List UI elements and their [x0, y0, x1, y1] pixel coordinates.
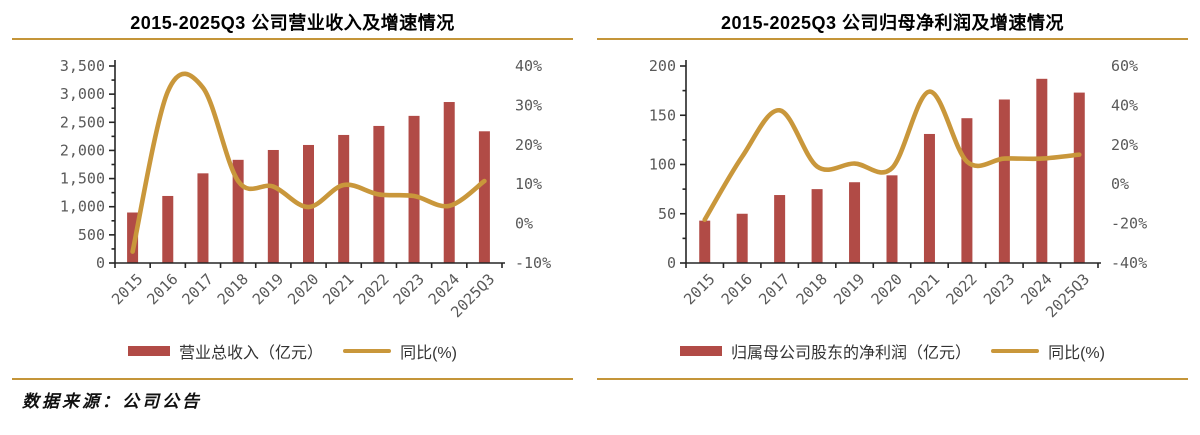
svg-text:2022: 2022 [942, 270, 980, 308]
yoy-growth-line [702, 89, 1082, 222]
svg-text:20%: 20% [1111, 136, 1138, 154]
chart-titles-row: 2015-2025Q3 公司营业收入及增速情况 2015-2025Q3 公司归母… [12, 0, 1188, 40]
legend-label: 同比(%) [400, 345, 457, 362]
svg-text:2018: 2018 [793, 270, 831, 308]
svg-text:100: 100 [649, 156, 676, 174]
footer-divider-left [12, 378, 573, 380]
svg-text:2023: 2023 [390, 270, 428, 308]
svg-text:1,500: 1,500 [60, 170, 105, 188]
svg-text:50: 50 [658, 205, 676, 223]
svg-text:0: 0 [667, 254, 676, 272]
svg-text:10%: 10% [515, 175, 542, 193]
legend-item-yoy: 同比(%) [343, 339, 457, 363]
svg-text:2018: 2018 [214, 270, 252, 308]
svg-text:40%: 40% [1111, 96, 1138, 114]
revenue-chart-legend: 营业总收入（亿元） 同比(%) [12, 340, 573, 362]
net-profit-chart-canvas: 0 50 100 150 200 -40% -20% 0% 20% 40% 60% 2015 2016 2… [597, 40, 1188, 330]
svg-text:2021: 2021 [319, 270, 357, 308]
svg-text:60%: 60% [1111, 57, 1138, 75]
svg-text:2,000: 2,000 [60, 141, 105, 159]
svg-text:20%: 20% [515, 136, 542, 154]
svg-text:2021: 2021 [905, 270, 943, 308]
svg-text:2,500: 2,500 [60, 113, 105, 131]
line-series-swatch [343, 348, 392, 354]
legend-item-net-profit: 归属母公司股东的净利润（亿元） [680, 339, 971, 363]
bar-series-swatch [128, 346, 171, 356]
svg-text:2022: 2022 [354, 270, 392, 308]
svg-text:2017: 2017 [755, 270, 793, 308]
svg-text:2019: 2019 [830, 270, 868, 308]
svg-text:1,000: 1,000 [60, 198, 105, 216]
revenue-chart: 0 500 1,000 1,500 2,000 2,500 3,000 3,500 -10% 0%… [12, 40, 573, 362]
legend-item-revenue: 营业总收入（亿元） [128, 339, 323, 363]
svg-text:2015: 2015 [108, 270, 146, 308]
bar-series [699, 78, 1085, 264]
legend-label: 归属母公司股东的净利润（亿元） [731, 345, 972, 362]
bar-series-swatch [680, 346, 723, 356]
svg-text:-10%: -10% [515, 254, 551, 272]
svg-text:3,500: 3,500 [60, 57, 105, 75]
svg-text:2016: 2016 [718, 270, 756, 308]
report-figure-block: 2015-2025Q3 公司营业收入及增速情况 2015-2025Q3 公司归母… [12, 0, 1188, 411]
footer-divider [12, 378, 1188, 380]
svg-text:2019: 2019 [249, 270, 287, 308]
svg-text:0: 0 [96, 254, 105, 272]
line-series-swatch [991, 348, 1040, 354]
svg-text:2020: 2020 [868, 270, 906, 308]
svg-text:-40%: -40% [1111, 254, 1147, 272]
svg-text:0%: 0% [515, 215, 533, 233]
revenue-chart-canvas: 0 500 1,000 1,500 2,000 2,500 3,000 3,500 -10% 0%… [12, 40, 573, 330]
svg-text:30%: 30% [515, 96, 542, 114]
net-profit-chart: 0 50 100 150 200 -40% -20% 0% 20% 40% 60% 2015 2016 2… [597, 40, 1188, 362]
svg-text:500: 500 [78, 226, 105, 244]
svg-text:2016: 2016 [143, 270, 181, 308]
svg-text:2023: 2023 [980, 270, 1018, 308]
svg-text:150: 150 [649, 106, 676, 124]
footer-divider-right [597, 378, 1188, 380]
axes [109, 60, 505, 268]
legend-item-yoy: 同比(%) [991, 339, 1105, 363]
svg-text:2017: 2017 [179, 270, 217, 308]
svg-text:2020: 2020 [284, 270, 322, 308]
net-profit-chart-title: 2015-2025Q3 公司归母净利润及增速情况 [597, 0, 1188, 40]
net-profit-chart-legend: 归属母公司股东的净利润（亿元） 同比(%) [597, 340, 1188, 362]
svg-text:0%: 0% [1111, 175, 1129, 193]
svg-text:-20%: -20% [1111, 215, 1147, 233]
charts-row: 0 500 1,000 1,500 2,000 2,500 3,000 3,500 -10% 0%… [12, 40, 1188, 362]
svg-text:40%: 40% [515, 57, 542, 75]
chart-plot-area: 0 500 1,000 1,500 2,000 2,500 3,000 3,500 -10% 0%… [60, 57, 551, 321]
axes [680, 60, 1101, 268]
svg-text:200: 200 [649, 57, 676, 75]
data-source-note: 数据来源：公司公告 [22, 392, 202, 411]
yoy-growth-line [130, 71, 487, 254]
legend-label: 营业总收入（亿元） [179, 345, 324, 362]
svg-text:3,000: 3,000 [60, 85, 105, 103]
svg-text:2015: 2015 [680, 270, 718, 308]
legend-label: 同比(%) [1048, 345, 1105, 362]
revenue-chart-title: 2015-2025Q3 公司营业收入及增速情况 [12, 0, 573, 40]
bar-series [127, 102, 490, 264]
